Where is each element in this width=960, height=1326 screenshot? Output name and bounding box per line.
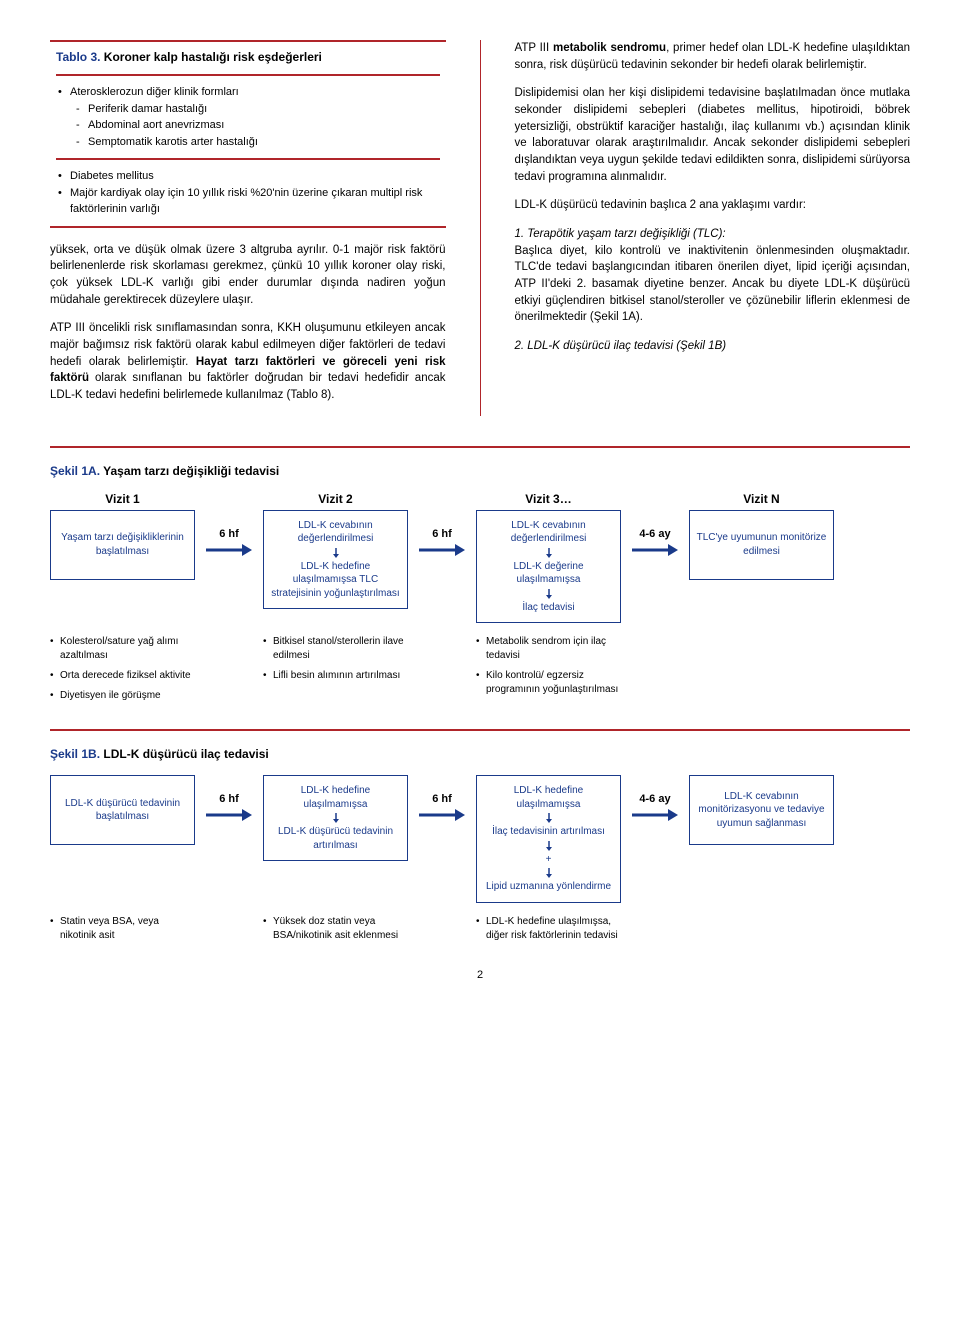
right-para-4: 1. Terapötik yaşam tarzı değişikliği (TL… <box>515 226 911 326</box>
fig1b-box-3: LDL-K hedefine ulaşılmamışsaİlaç tedavis… <box>476 775 621 903</box>
fig1b-box-4: LDL-K cevabının monitörizasyonu ve tedav… <box>689 775 834 845</box>
fig1a-sub: Kolesterol/sature yağ alımı azaltılması … <box>50 635 910 709</box>
column-divider <box>480 40 481 416</box>
fig1a-box-4: TLC'ye uyumunun monitörize edilmesi <box>689 510 834 580</box>
figure-1b: Şekil 1B. LDL-K düşürücü ilaç tedavisi L… <box>50 747 910 949</box>
table3-group2: Diabetes mellitus Majör kardiyak olay iç… <box>56 168 440 218</box>
fig1a-arrow-1: 6 hf <box>201 510 257 558</box>
fig1a-sub-1-3: Diyetisyen ile görüşme <box>50 689 195 703</box>
fig1a-box-2: LDL-K cevabının değerlendirilmesiLDL-K h… <box>263 510 408 610</box>
fig1a-arrow-2: 6 hf <box>414 510 470 558</box>
right-para-2: Dislipidemisi olan her kişi dislipidemi … <box>515 85 911 185</box>
fig1a-box-3: LDL-K cevabının değerlendirilmesiLDL-K d… <box>476 510 621 624</box>
fig1a-flow: Yaşam tarzı değişikliklerinin başlatılma… <box>50 510 910 624</box>
fig1b-arrow-1: 6 hf <box>201 775 257 823</box>
fig1a-sub-2-1: Bitkisel stanol/sterollerin ilave edilme… <box>263 635 408 663</box>
table-3: Tablo 3. Koroner kalp hastalığı risk eşd… <box>50 40 446 228</box>
fig1b-sub-1-1: Statin veya BSA, veya nikotinik asit <box>50 915 195 943</box>
fig1a-sub-3-2: Kilo kontrolü/ egzersiz programının yoğu… <box>476 669 621 697</box>
right-para-1: ATP III metabolik sendromu, primer hedef… <box>515 40 911 73</box>
figure-1b-title: Şekil 1B. LDL-K düşürücü ilaç tedavisi <box>50 747 910 761</box>
two-column-text: Tablo 3. Koroner kalp hastalığı risk eşd… <box>50 40 910 416</box>
fig1a-sub-2-2: Lifli besin alımının artırılması <box>263 669 408 683</box>
fig1a-arrow-3: 4-6 ay <box>627 510 683 558</box>
right-para-3: LDL-K düşürücü tedavinin başlıca 2 ana y… <box>515 197 911 214</box>
fig1a-sub-3-1: Metabolik sendrom için ilaç tedavisi <box>476 635 621 663</box>
vizit-1-header: Vizit 1 <box>50 492 195 506</box>
fig1b-arrow-2: 6 hf <box>414 775 470 823</box>
fig1b-sub-2-1: Yüksek doz statin veya BSA/nikotinik asi… <box>263 915 408 943</box>
vizit-3-header: Vizit 3… <box>476 492 621 506</box>
right-para-5: 2. LDL-K düşürücü ilaç tedavisi (Şekil 1… <box>515 338 911 355</box>
table-3-title: Tablo 3. Koroner kalp hastalığı risk eşd… <box>56 50 440 64</box>
fig1a-sub-1-2: Orta derecede fiziksel aktivite <box>50 669 195 683</box>
vizit-2-header: Vizit 2 <box>263 492 408 506</box>
fig1a-sub-1-1: Kolesterol/sature yağ alımı azaltılması <box>50 635 195 663</box>
fig1b-arrow-3: 4-6 ay <box>627 775 683 823</box>
fig1b-box-1: LDL-K düşürücü tedavinin başlatılması <box>50 775 195 845</box>
figure-1a-title: Şekil 1A. Yaşam tarzı değişikliği tedavi… <box>50 464 910 478</box>
right-column: ATP III metabolik sendromu, primer hedef… <box>515 40 911 416</box>
vizit-n-header: Vizit N <box>689 492 834 506</box>
section-divider-2 <box>50 729 910 731</box>
fig1b-flow: LDL-K düşürücü tedavinin başlatılması 6 … <box>50 775 910 903</box>
page-number: 2 <box>50 969 910 981</box>
fig1a-box-1: Yaşam tarzı değişikliklerinin başlatılma… <box>50 510 195 580</box>
left-column: Tablo 3. Koroner kalp hastalığı risk eşd… <box>50 40 446 416</box>
figure-1a: Şekil 1A. Yaşam tarzı değişikliği tedavi… <box>50 464 910 710</box>
fig1b-sub: Statin veya BSA, veya nikotinik asit Yük… <box>50 915 910 949</box>
left-para-2: ATP III öncelikli risk sınıflamasından s… <box>50 320 446 403</box>
fig1a-headers: Vizit 1 Vizit 2 Vizit 3… Vizit N <box>50 492 910 506</box>
fig1b-box-2: LDL-K hedefine ulaşılmamışsaLDL-K düşürü… <box>263 775 408 861</box>
table3-group1-sub: Periferik damar hastalığı Abdominal aort… <box>56 101 440 151</box>
left-para-1: yüksek, orta ve düşük olmak üzere 3 altg… <box>50 242 446 309</box>
table3-group1: Aterosklerozun diğer klinik formları <box>56 84 440 101</box>
fig1b-sub-3-1: LDL-K hedefine ulaşılmışsa, diğer risk f… <box>476 915 621 943</box>
section-divider-1 <box>50 446 910 448</box>
